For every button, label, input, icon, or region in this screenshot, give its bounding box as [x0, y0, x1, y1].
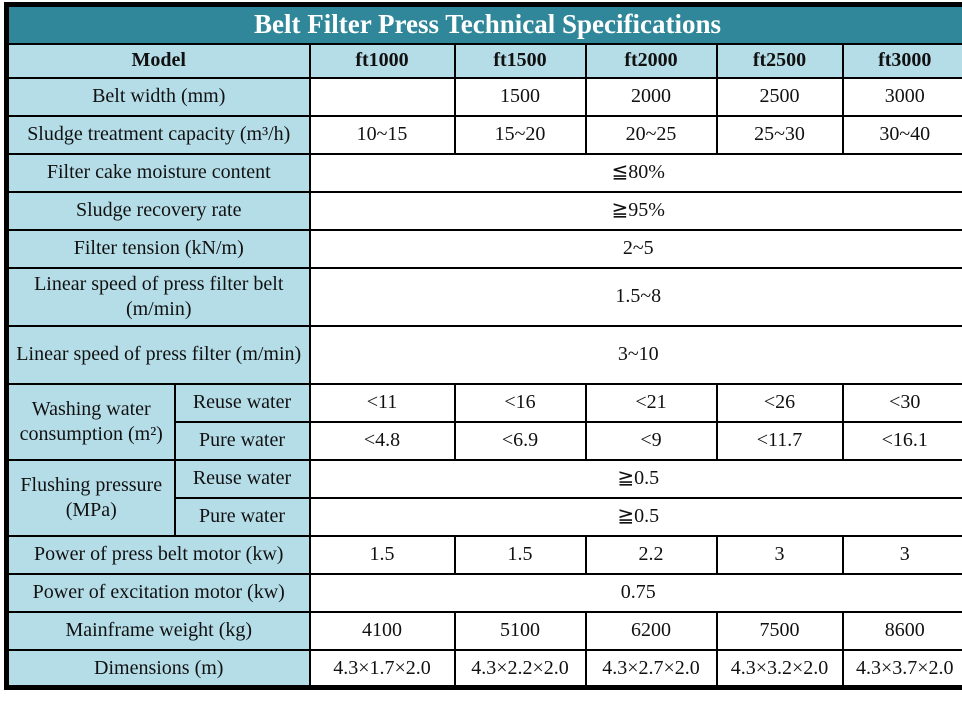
table-title: Belt Filter Press Technical Specificatio…: [5, 3, 962, 45]
cell-washing-pure-ft2000: <9: [584, 420, 718, 461]
header-model: Model: [5, 42, 311, 79]
row-label-moisture: Filter cake moisture content: [5, 152, 311, 193]
cell-washing-pure-ft1500: <6.9: [453, 420, 587, 461]
cell-belt-width-ft3000: 3000: [841, 76, 962, 117]
header-col-ft1500: ft1500: [453, 42, 587, 79]
row-label-power-excitation: Power of excitation motor (kw): [5, 572, 311, 613]
spec-table: Belt Filter Press Technical Specificatio…: [4, 2, 962, 691]
cell-moisture-all: ≦80%: [308, 152, 962, 193]
row-label-belt-width: Belt width (mm): [5, 76, 311, 117]
cell-sludge-capacity-ft2000: 20~25: [584, 114, 718, 155]
cell-belt-width-ft2500: 2500: [715, 76, 844, 117]
cell-washing-reuse-ft2000: <21: [584, 382, 718, 423]
row-sublabel-washing-reuse: Reuse water: [173, 382, 311, 423]
row-label-linear-speed-belt: Linear speed of press filter belt (m/min…: [5, 266, 311, 327]
cell-dimensions-ft2000: 4.3×2.7×2.0: [584, 648, 718, 689]
cell-sludge-capacity-ft1500: 15~20: [453, 114, 587, 155]
cell-tension-all: 2~5: [308, 228, 962, 269]
cell-washing-reuse-ft2500: <26: [715, 382, 844, 423]
row-label-sludge-capacity: Sludge treatment capacity (m³/h): [5, 114, 311, 155]
cell-washing-pure-ft2500: <11.7: [715, 420, 844, 461]
cell-mainframe-weight-ft1500: 5100: [453, 610, 587, 651]
cell-dimensions-ft2500: 4.3×3.2×2.0: [715, 648, 844, 689]
row-label-tension: Filter tension (kN/m): [5, 228, 311, 269]
row-sublabel-flushing-reuse: Reuse water: [173, 458, 311, 499]
row-label-mainframe-weight: Mainframe weight (kg): [5, 610, 311, 651]
row-label-recovery: Sludge recovery rate: [5, 190, 311, 231]
cell-mainframe-weight-ft1000: 4100: [308, 610, 456, 651]
cell-flushing-pure-all: ≧0.5: [308, 496, 962, 537]
cell-washing-reuse-ft1000: <11: [308, 382, 456, 423]
cell-dimensions-ft3000: 4.3×3.7×2.0: [841, 648, 962, 689]
cell-sludge-capacity-ft2500: 25~30: [715, 114, 844, 155]
cell-power-press-belt-ft2000: 2.2: [584, 534, 718, 575]
row-label-dimensions: Dimensions (m): [5, 648, 311, 689]
cell-belt-width-ft2000: 2000: [584, 76, 718, 117]
cell-washing-pure-ft1000: <4.8: [308, 420, 456, 461]
cell-power-press-belt-ft3000: 3: [841, 534, 962, 575]
cell-sludge-capacity-ft1000: 10~15: [308, 114, 456, 155]
header-col-ft1000: ft1000: [308, 42, 456, 79]
cell-flushing-reuse-all: ≧0.5: [308, 458, 962, 499]
row-group-label-flushing-pressure: Flushing pressure (MPa): [5, 458, 176, 537]
row-label-power-press-belt: Power of press belt motor (kw): [5, 534, 311, 575]
cell-sludge-capacity-ft3000: 30~40: [841, 114, 962, 155]
row-sublabel-flushing-pure: Pure water: [173, 496, 311, 537]
cell-belt-width-ft1000: [308, 76, 456, 117]
cell-mainframe-weight-ft2500: 7500: [715, 610, 844, 651]
header-col-ft2000: ft2000: [584, 42, 718, 79]
row-label-linear-speed-filter: Linear speed of press filter (m/min): [5, 324, 311, 385]
cell-linear-speed-belt-all: 1.5~8: [308, 266, 962, 327]
row-sublabel-washing-pure: Pure water: [173, 420, 311, 461]
cell-mainframe-weight-ft2000: 6200: [584, 610, 718, 651]
cell-linear-speed-filter-all: 3~10: [308, 324, 962, 385]
cell-washing-reuse-ft3000: <30: [841, 382, 962, 423]
cell-dimensions-ft1500: 4.3×2.2×2.0: [453, 648, 587, 689]
cell-recovery-all: ≧95%: [308, 190, 962, 231]
header-col-ft3000: ft3000: [841, 42, 962, 79]
cell-power-press-belt-ft1000: 1.5: [308, 534, 456, 575]
row-group-label-washing-water: Washing water consumption (m²): [5, 382, 176, 461]
header-col-ft2500: ft2500: [715, 42, 844, 79]
cell-washing-pure-ft3000: <16.1: [841, 420, 962, 461]
cell-power-excitation-all: 0.75: [308, 572, 962, 613]
cell-belt-width-ft1500: 1500: [453, 76, 587, 117]
cell-washing-reuse-ft1500: <16: [453, 382, 587, 423]
cell-power-press-belt-ft2500: 3: [715, 534, 844, 575]
cell-mainframe-weight-ft3000: 8600: [841, 610, 962, 651]
cell-power-press-belt-ft1500: 1.5: [453, 534, 587, 575]
cell-dimensions-ft1000: 4.3×1.7×2.0: [308, 648, 456, 689]
